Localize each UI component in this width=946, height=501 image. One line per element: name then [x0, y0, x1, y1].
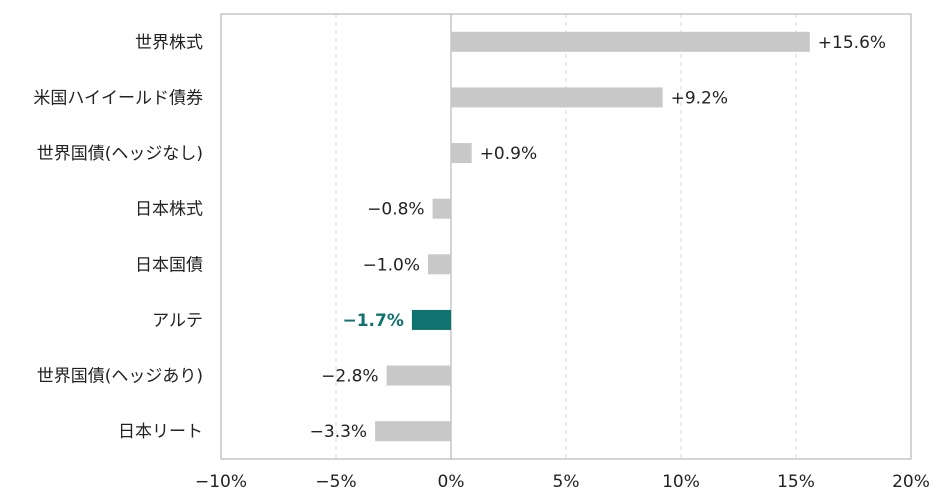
- category-label: アルテ: [152, 311, 203, 331]
- x-tick-label: 10%: [662, 472, 700, 492]
- value-label: −0.8%: [367, 200, 424, 220]
- value-labels: +15.6% +9.2% +0.9% −0.8% −1.0% −1.7% −2.8% −3.3…: [310, 33, 886, 442]
- category-label: 世界株式: [135, 33, 203, 53]
- x-tick-label: −5%: [315, 472, 356, 492]
- bar: [451, 31, 810, 52]
- bar: [451, 143, 472, 164]
- bar: [432, 198, 451, 219]
- value-label: +0.9%: [480, 144, 537, 164]
- category-label: 日本株式: [135, 200, 203, 220]
- bar: [375, 421, 451, 442]
- category-label: 世界国債(ヘッジなし): [37, 144, 203, 164]
- category-label: 日本リート: [118, 422, 203, 442]
- value-label: +9.2%: [671, 88, 728, 108]
- bar: [428, 254, 451, 275]
- grid-lines: [335, 14, 797, 459]
- bar-highlight: [411, 309, 451, 330]
- x-tick-label: 5%: [553, 472, 580, 492]
- value-label: −1.7%: [342, 311, 403, 331]
- bar: [386, 365, 451, 386]
- category-label: 米国ハイイールド債券: [33, 88, 203, 108]
- bar: [451, 87, 663, 108]
- value-label: −1.0%: [363, 255, 420, 275]
- plot-area-border: [220, 13, 912, 460]
- x-tick-label: −10%: [195, 472, 247, 492]
- value-label: +15.6%: [818, 33, 886, 53]
- category-label: 日本国債: [135, 255, 203, 275]
- value-label: −2.8%: [321, 367, 378, 387]
- x-tick-label: 0%: [438, 472, 465, 492]
- x-tick-label: 15%: [777, 472, 815, 492]
- category-label: 世界国債(ヘッジあり): [37, 367, 203, 387]
- x-tick-labels: −10% −5% 0% 5% 10% 15% 20%: [195, 472, 930, 492]
- bars: [375, 31, 810, 442]
- x-tick-label: 20%: [892, 472, 930, 492]
- value-label: −3.3%: [310, 422, 367, 442]
